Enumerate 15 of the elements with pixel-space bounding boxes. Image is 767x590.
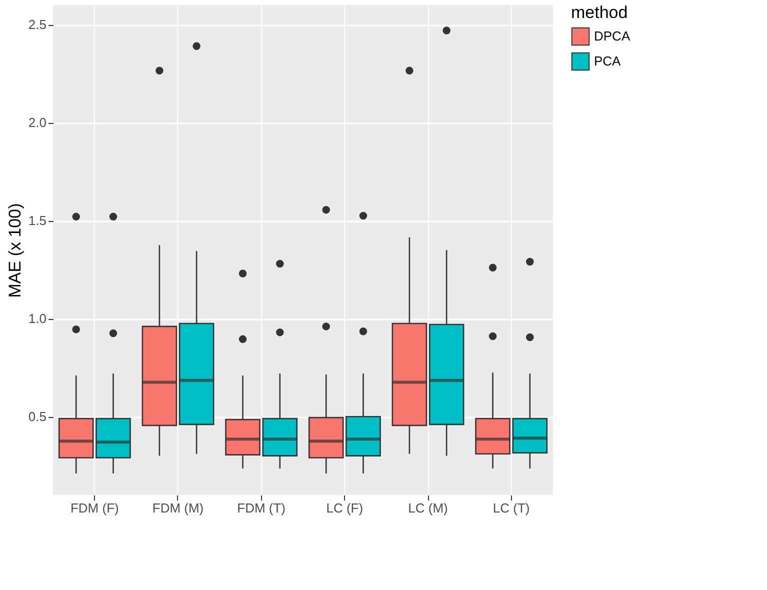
y-tick-label: 0.5 xyxy=(28,409,46,424)
y-tick-label: 2.5 xyxy=(28,17,46,32)
x-tick-label: FDM (M) xyxy=(152,500,204,516)
x-tick-label: FDM (T) xyxy=(237,500,286,516)
x-tick-label: LC (F) xyxy=(326,500,364,516)
y-tick-label: 1.0 xyxy=(28,311,46,326)
y-tick-label: 1.5 xyxy=(28,213,46,228)
x-tick-label: LC (T) xyxy=(492,500,530,516)
x-tick-label: FDM (F) xyxy=(70,500,119,516)
legend-label: PCA xyxy=(594,54,622,68)
y-tick-label: 2.0 xyxy=(28,115,46,130)
legend-title: method xyxy=(571,3,628,22)
legend-label: DPCA xyxy=(594,28,630,44)
x-tick-label: LC (M) xyxy=(408,500,448,516)
y-axis-title: MAE (x 100) xyxy=(5,203,24,298)
